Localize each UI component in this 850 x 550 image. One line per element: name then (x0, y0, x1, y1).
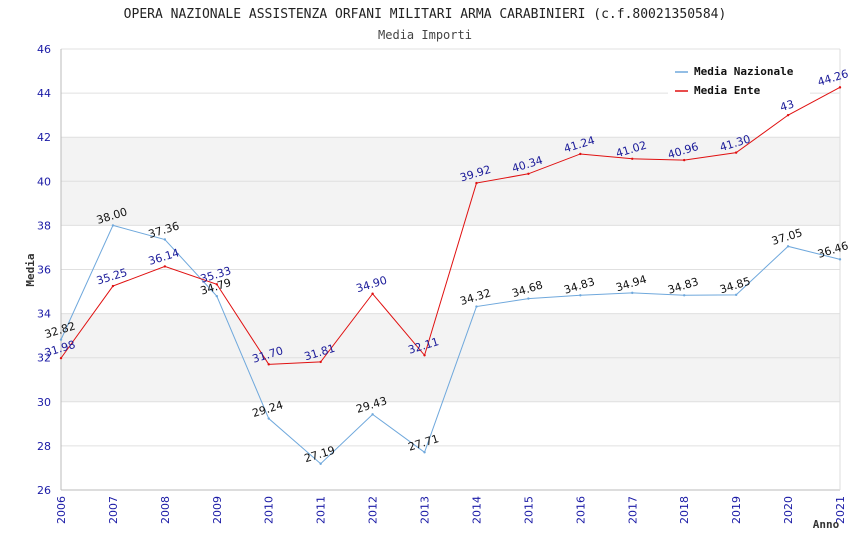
data-point (319, 360, 322, 364)
data-point (734, 293, 738, 297)
x-tick-label: 2009 (211, 496, 224, 524)
data-point (371, 413, 374, 416)
x-tick-label: 2006 (55, 496, 68, 524)
grid-band (61, 181, 840, 226)
data-point (838, 86, 842, 89)
legend-label-media-nazionale: Media Nazionale (694, 65, 794, 78)
data-label: 43 (778, 98, 795, 115)
x-tick-label: 2011 (315, 496, 328, 524)
data-point (527, 297, 530, 300)
series-line-media-ente (60, 86, 841, 365)
data-point (631, 157, 634, 161)
grid-band (61, 445, 840, 490)
grid-band (61, 137, 840, 182)
data-point (579, 294, 582, 297)
data-point (786, 113, 790, 117)
x-tick-label: 2010 (263, 496, 276, 524)
grid-band (61, 93, 840, 138)
data-point (683, 294, 686, 297)
x-tick-labels: 2006 2007 2008 2009 2010 2011 2012 2013 2014 2015… (55, 496, 847, 524)
data-point (579, 152, 582, 156)
x-tick-label: 2016 (574, 496, 587, 524)
x-tick-label: 2019 (730, 496, 743, 524)
y-tick-label: 36 (37, 264, 51, 277)
data-point (59, 356, 63, 360)
data-point (215, 294, 218, 298)
data-point (423, 354, 426, 357)
data-point (786, 245, 790, 248)
data-point (111, 284, 115, 288)
y-tick-label: 34 (37, 308, 51, 321)
grid-band (61, 313, 840, 358)
chart-title: OPERA NAZIONALE ASSISTENZA ORFANI MILITA… (124, 7, 727, 22)
y-tick-label: 30 (37, 396, 51, 409)
x-axis-label: Anno (813, 518, 840, 531)
y-tick-label: 28 (37, 440, 51, 453)
data-point (683, 158, 686, 162)
data-point (631, 291, 634, 295)
y-tick-labels: 26 28 30 32 34 36 38 40 42 44 46 (37, 43, 51, 497)
data-point (163, 238, 167, 241)
data-point (215, 283, 218, 286)
data-point (734, 151, 738, 154)
data-point (111, 224, 115, 227)
chart-subtitle: Media Importi (378, 28, 472, 42)
y-tick-label: 26 (37, 484, 51, 497)
x-tick-label: 2017 (626, 496, 639, 524)
y-tick-label: 42 (37, 131, 51, 144)
x-tick-label: 2012 (367, 496, 380, 524)
y-tick-label: 32 (37, 352, 51, 365)
grid-band (61, 401, 840, 446)
y-tick-label: 40 (37, 175, 51, 188)
x-tick-label: 2008 (159, 496, 172, 524)
y-tick-label: 38 (37, 219, 51, 232)
data-point (371, 292, 374, 295)
data-point (267, 363, 270, 366)
legend-box (668, 60, 810, 96)
x-tick-label: 2015 (522, 496, 535, 524)
x-tick-label: 2007 (107, 496, 120, 524)
data-point (475, 181, 478, 185)
grid-band (61, 225, 840, 270)
data-point (59, 338, 63, 341)
x-tick-label: 2021 (834, 496, 847, 524)
data-point (423, 451, 426, 454)
y-axis-label: Media (24, 253, 37, 286)
data-point (319, 462, 322, 465)
y-tick-label: 44 (37, 87, 51, 100)
grid-band (61, 269, 840, 314)
grid-bands (61, 49, 840, 490)
data-point (163, 265, 167, 268)
series-line-media-nazionale (60, 224, 841, 465)
x-tick-label: 2020 (782, 496, 795, 524)
data-point (838, 258, 842, 261)
legend-label-media-ente: Media Ente (694, 84, 761, 97)
x-tick-label: 2018 (678, 496, 691, 524)
x-tick-label: 2014 (470, 496, 483, 524)
data-point (475, 305, 478, 308)
legend: Media Nazionale Media Ente (668, 60, 810, 97)
x-tick-label: 2013 (419, 496, 432, 524)
data-point (267, 417, 270, 420)
data-point (527, 172, 530, 176)
series-lines (59, 86, 842, 465)
y-tick-label: 46 (37, 43, 51, 56)
